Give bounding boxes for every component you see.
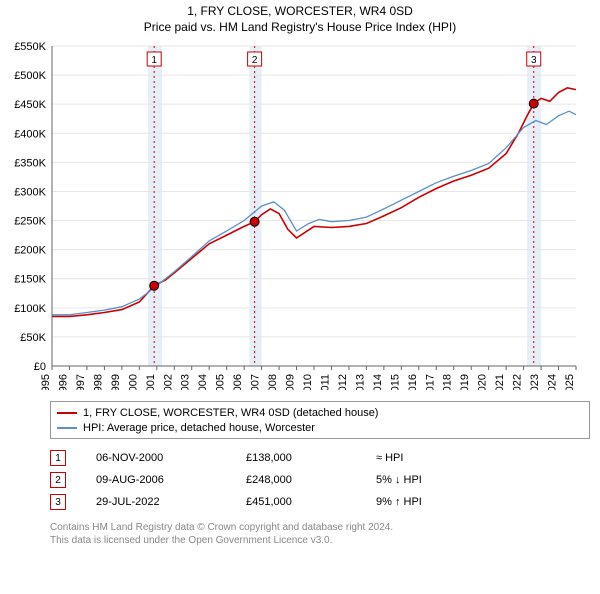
- legend-item: 1, FRY CLOSE, WORCESTER, WR4 0SD (detach…: [57, 405, 583, 420]
- svg-text:2022: 2022: [512, 374, 524, 390]
- svg-text:£550K: £550K: [14, 41, 46, 53]
- transaction-compare: 5% ↓ HPI: [376, 474, 476, 486]
- svg-text:2003: 2003: [180, 374, 192, 390]
- svg-text:2013: 2013: [354, 374, 366, 390]
- svg-text:2016: 2016: [407, 374, 419, 390]
- svg-text:2004: 2004: [197, 374, 209, 390]
- transaction-date: 29-JUL-2022: [96, 496, 216, 508]
- page-title: 1, FRY CLOSE, WORCESTER, WR4 0SD: [0, 4, 600, 18]
- transaction-badge: 1: [50, 450, 66, 466]
- transaction-badge: 3: [50, 494, 66, 510]
- transaction-date: 09-AUG-2006: [96, 474, 216, 486]
- svg-text:1999: 1999: [110, 374, 122, 390]
- svg-text:£300K: £300K: [14, 186, 46, 198]
- svg-text:2021: 2021: [494, 374, 506, 390]
- transaction-row: 3 29-JUL-2022 £451,000 9% ↑ HPI: [50, 491, 590, 513]
- price-chart: £0 £50K £100K £150K £200K £250K £300K £350K £400…: [4, 40, 584, 390]
- svg-text:1997: 1997: [75, 374, 87, 390]
- svg-text:£250K: £250K: [14, 216, 46, 228]
- legend-item: HPI: Average price, detached house, Worc…: [57, 420, 583, 435]
- svg-text:1: 1: [151, 55, 157, 66]
- svg-text:£100K: £100K: [14, 303, 46, 315]
- svg-text:2020: 2020: [477, 374, 489, 390]
- svg-text:2012: 2012: [337, 374, 349, 390]
- svg-text:3: 3: [531, 55, 537, 66]
- svg-text:2002: 2002: [162, 374, 174, 390]
- svg-text:£400K: £400K: [14, 128, 46, 140]
- transaction-compare: 9% ↑ HPI: [376, 496, 476, 508]
- transaction-price: £138,000: [246, 452, 346, 464]
- transactions-table: 1 06-NOV-2000 £138,000 ≈ HPI 2 09-AUG-2006 £24…: [50, 447, 590, 513]
- svg-text:2015: 2015: [389, 374, 401, 390]
- footer-line-2: This data is licensed under the Open Gov…: [50, 534, 590, 547]
- legend-label: 1, FRY CLOSE, WORCESTER, WR4 0SD (detach…: [83, 407, 378, 419]
- transaction-price: £248,000: [246, 474, 346, 486]
- svg-text:2019: 2019: [459, 374, 471, 390]
- chart-container: £0 £50K £100K £150K £200K £250K £300K £350K £400…: [4, 40, 590, 395]
- svg-text:2023: 2023: [529, 374, 541, 390]
- legend-swatch: [57, 427, 77, 429]
- svg-text:2018: 2018: [442, 374, 454, 390]
- svg-text:2010: 2010: [302, 374, 314, 390]
- svg-text:2025: 2025: [564, 374, 576, 390]
- svg-text:2006: 2006: [232, 374, 244, 390]
- transaction-row: 2 09-AUG-2006 £248,000 5% ↓ HPI: [50, 469, 590, 491]
- page-subtitle: Price paid vs. HM Land Registry's House …: [0, 20, 600, 34]
- svg-text:2014: 2014: [372, 374, 384, 390]
- svg-text:1996: 1996: [57, 374, 69, 390]
- legend-label: HPI: Average price, detached house, Worc…: [83, 422, 315, 434]
- svg-text:£150K: £150K: [14, 274, 46, 286]
- svg-text:2024: 2024: [547, 374, 559, 390]
- footer-attribution: Contains HM Land Registry data © Crown c…: [50, 521, 590, 547]
- svg-text:£500K: £500K: [14, 70, 46, 82]
- svg-text:2008: 2008: [267, 374, 279, 390]
- svg-text:1995: 1995: [40, 374, 52, 390]
- svg-text:2001: 2001: [145, 374, 157, 390]
- svg-text:2007: 2007: [250, 374, 262, 390]
- svg-text:£200K: £200K: [14, 245, 46, 257]
- svg-text:£50K: £50K: [20, 332, 46, 344]
- transaction-row: 1 06-NOV-2000 £138,000 ≈ HPI: [50, 447, 590, 469]
- svg-text:£350K: £350K: [14, 157, 46, 169]
- svg-text:£450K: £450K: [14, 99, 46, 111]
- transaction-price: £451,000: [246, 496, 346, 508]
- footer-line-1: Contains HM Land Registry data © Crown c…: [50, 521, 590, 534]
- legend-swatch: [57, 412, 77, 414]
- svg-text:£0: £0: [34, 361, 46, 373]
- svg-text:2000: 2000: [127, 374, 139, 390]
- svg-text:1998: 1998: [92, 374, 104, 390]
- svg-text:2017: 2017: [424, 374, 436, 390]
- svg-text:2009: 2009: [285, 374, 297, 390]
- svg-text:2011: 2011: [319, 374, 331, 390]
- transaction-compare: ≈ HPI: [376, 452, 476, 464]
- legend: 1, FRY CLOSE, WORCESTER, WR4 0SD (detach…: [50, 401, 590, 439]
- svg-text:2: 2: [252, 55, 258, 66]
- transaction-date: 06-NOV-2000: [96, 452, 216, 464]
- svg-text:2005: 2005: [215, 374, 227, 390]
- transaction-badge: 2: [50, 472, 66, 488]
